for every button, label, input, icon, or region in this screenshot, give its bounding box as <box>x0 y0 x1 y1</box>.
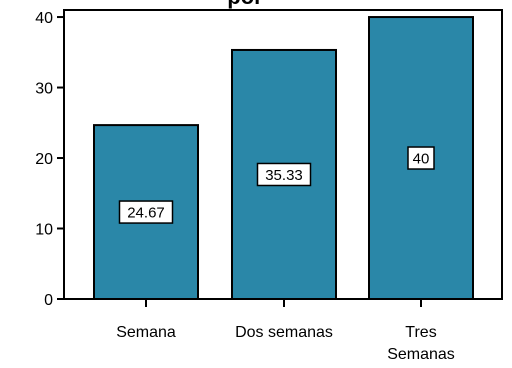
x-tick-label: Semana <box>116 324 176 341</box>
y-tick-label: 20 <box>35 151 53 168</box>
y-tick-label: 30 <box>35 81 53 98</box>
data-label: 35.33 <box>265 167 303 184</box>
bars-group: 24.67 35.33 40 <box>93 16 474 301</box>
y-tick-label: 40 <box>35 10 53 27</box>
x-axis: Semana Dos semanas Tres Semanas <box>64 298 502 363</box>
x-tick-label: Dos semanas <box>235 324 333 341</box>
x-tick-label: Tres <box>405 324 436 341</box>
chart-title: por <box>227 0 263 9</box>
y-tick-label: 10 <box>35 222 53 239</box>
data-label-box <box>407 146 435 170</box>
data-label-box <box>118 200 174 224</box>
data-label: 24.67 <box>127 205 165 222</box>
x-tick-label: Semanas <box>387 346 455 363</box>
data-label: 40 <box>413 151 430 168</box>
y-axis: 0 10 20 30 40 <box>35 10 64 309</box>
y-tick-label: 0 <box>44 292 53 309</box>
data-label-box <box>256 162 312 187</box>
